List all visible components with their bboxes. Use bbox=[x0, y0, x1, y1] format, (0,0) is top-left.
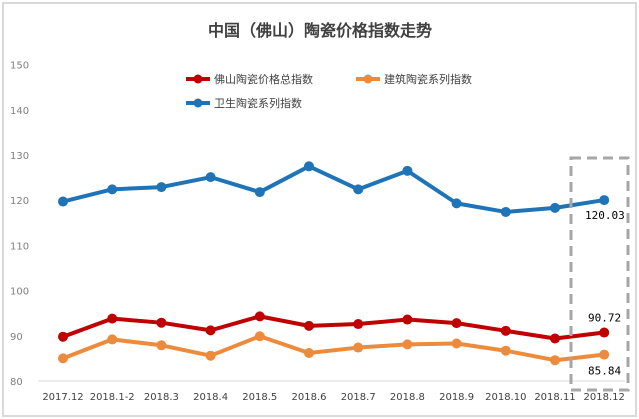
x-tick-label: 2018.1-2 bbox=[90, 392, 135, 403]
data-point bbox=[353, 184, 364, 195]
y-tick-label: 100 bbox=[10, 287, 29, 298]
data-point bbox=[353, 342, 364, 353]
data-point bbox=[451, 198, 462, 209]
y-tick-label: 110 bbox=[10, 241, 29, 252]
data-point bbox=[402, 165, 413, 176]
y-tick-label: 90 bbox=[10, 332, 23, 343]
data-point bbox=[451, 318, 462, 329]
x-tick-label: 2018.12 bbox=[584, 392, 625, 403]
legend-marker bbox=[193, 98, 203, 108]
series-line bbox=[62, 334, 605, 363]
legend-item: 佛山陶瓷价格总指数 bbox=[186, 72, 313, 86]
legend-item: 卫生陶瓷系列指数 bbox=[186, 96, 302, 110]
x-tick-label: 2018.11 bbox=[534, 392, 575, 403]
data-point bbox=[500, 325, 511, 336]
x-tick-label: 2017.12 bbox=[42, 392, 83, 403]
data-point bbox=[254, 311, 265, 322]
legend-marker bbox=[363, 74, 373, 84]
legend-label: 佛山陶瓷价格总指数 bbox=[214, 72, 313, 86]
data-point bbox=[599, 349, 610, 360]
data-point bbox=[156, 317, 167, 328]
data-point bbox=[304, 161, 314, 172]
data-point bbox=[304, 320, 314, 331]
data-point bbox=[402, 339, 413, 350]
data-point bbox=[58, 331, 68, 342]
data-point bbox=[205, 325, 216, 336]
x-tick-label: 2018.6 bbox=[292, 392, 327, 403]
data-label: 90.72 bbox=[588, 312, 621, 325]
x-tick-label: 2018.5 bbox=[242, 392, 277, 403]
data-point bbox=[254, 187, 265, 198]
axes: 80 90 100 110 120 130 140 150 2017.12 2018.1-2 201… bbox=[10, 61, 625, 403]
data-point bbox=[107, 313, 118, 324]
legend-label: 卫生陶瓷系列指数 bbox=[214, 96, 302, 110]
y-tick-label: 150 bbox=[10, 61, 29, 72]
y-tick-label: 80 bbox=[10, 377, 23, 388]
data-point bbox=[58, 353, 68, 364]
data-point bbox=[156, 182, 167, 193]
x-tick-label: 2018.7 bbox=[341, 392, 376, 403]
data-point bbox=[402, 314, 413, 325]
series-2 bbox=[58, 161, 610, 217]
x-tick-label: 2018.3 bbox=[144, 392, 179, 403]
y-tick-label: 140 bbox=[10, 106, 29, 117]
series-0 bbox=[58, 311, 610, 344]
legend-label: 建筑陶瓷系列指数 bbox=[384, 72, 472, 86]
data-point bbox=[205, 172, 216, 183]
y-tick-label: 130 bbox=[10, 151, 29, 162]
series-1 bbox=[58, 331, 610, 366]
x-tick-label: 2018.9 bbox=[439, 392, 474, 403]
data-point bbox=[550, 333, 560, 344]
data-point bbox=[107, 184, 118, 195]
data-label: 120.03 bbox=[585, 209, 625, 222]
data-point bbox=[156, 340, 167, 351]
data-point bbox=[550, 202, 560, 213]
series-line bbox=[62, 314, 605, 341]
annotations: 120.03 90.72 85.84 bbox=[569, 156, 630, 392]
legend-marker bbox=[193, 74, 203, 84]
y-tick-label: 120 bbox=[10, 196, 29, 207]
legend-item: 建筑陶瓷系列指数 bbox=[356, 72, 472, 86]
data-point bbox=[451, 338, 462, 349]
data-point bbox=[254, 331, 265, 342]
data-point bbox=[500, 206, 511, 217]
data-label: 85.84 bbox=[588, 365, 621, 378]
data-point bbox=[58, 196, 68, 207]
data-point bbox=[599, 327, 610, 338]
data-point bbox=[599, 195, 610, 206]
data-point bbox=[304, 347, 314, 358]
series-layer bbox=[58, 161, 610, 366]
series-line bbox=[62, 164, 605, 214]
data-point bbox=[205, 350, 216, 361]
x-tick-label: 2018.4 bbox=[193, 392, 228, 403]
chart-title: 中国（佛山）陶瓷价格指数走势 bbox=[208, 21, 432, 40]
x-tick-label: 2018.10 bbox=[485, 392, 526, 403]
x-tick-label: 2018.8 bbox=[390, 392, 425, 403]
data-point bbox=[353, 319, 364, 330]
data-point bbox=[107, 334, 118, 345]
data-point bbox=[500, 345, 511, 356]
data-point bbox=[550, 355, 560, 366]
